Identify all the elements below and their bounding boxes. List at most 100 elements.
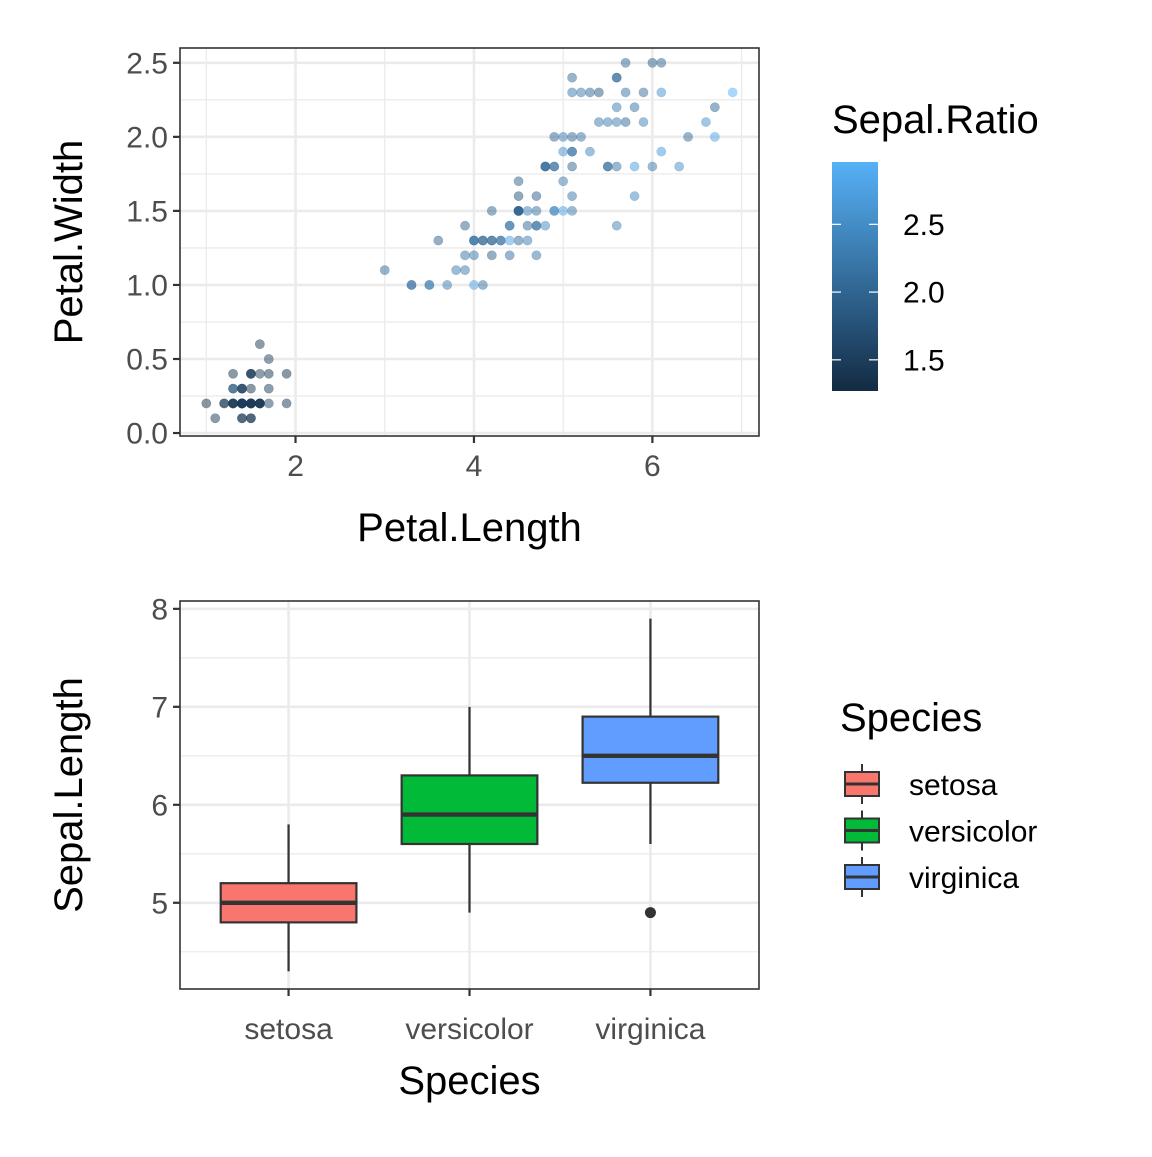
scatter-y-tick-label: 1.5 bbox=[126, 195, 168, 228]
scatter-point bbox=[406, 280, 417, 290]
species-legend-label: versicolor bbox=[909, 816, 1037, 849]
scatter-point bbox=[567, 205, 577, 216]
scatter-panel-border bbox=[179, 47, 760, 437]
scatter-point bbox=[567, 146, 577, 157]
box-versicolor bbox=[400, 706, 539, 913]
scatter-point bbox=[549, 131, 560, 142]
boxplot-x-tick-label: versicolor bbox=[405, 1013, 533, 1046]
scatter-point bbox=[263, 383, 274, 394]
scatter-y-tick-label: 1.0 bbox=[126, 269, 168, 302]
scatter-y-tick-label: 0.5 bbox=[126, 343, 168, 376]
scatter-point bbox=[531, 191, 542, 201]
scatter-x-tick-label: 6 bbox=[644, 450, 661, 483]
scatter-point bbox=[558, 176, 569, 187]
scatter-point bbox=[477, 235, 488, 246]
scatter-point bbox=[602, 117, 613, 127]
scatter-point bbox=[567, 72, 577, 83]
scatter-x-axis: 2 4 6 bbox=[287, 436, 661, 483]
scatter-point bbox=[647, 57, 658, 68]
box-body bbox=[400, 774, 539, 846]
scatter-point bbox=[281, 368, 292, 379]
scatter-point bbox=[593, 117, 604, 127]
scatter-point bbox=[593, 87, 604, 98]
scatter-point bbox=[228, 368, 238, 379]
scatter-point bbox=[531, 220, 542, 231]
scatter-point bbox=[549, 161, 560, 172]
scatter-x-axis-title: Petal.Length bbox=[357, 506, 582, 550]
boxplot-x-tick-label: virginica bbox=[595, 1013, 705, 1046]
scatter-point bbox=[451, 265, 462, 276]
scatter-point bbox=[656, 57, 667, 68]
species-legend-label: setosa bbox=[909, 769, 998, 802]
scatter-point bbox=[246, 383, 256, 394]
scatter-point bbox=[549, 205, 560, 216]
scatter-point bbox=[522, 235, 533, 246]
scatter-point bbox=[638, 87, 649, 98]
boxplot-y-axis: 5 6 7 8 bbox=[151, 593, 180, 920]
box-body bbox=[581, 715, 720, 784]
boxplot-y-tick-label: 8 bbox=[151, 593, 168, 626]
scatter-point bbox=[629, 102, 640, 113]
boxplot-x-axis-title: Species bbox=[398, 1059, 540, 1103]
scatter-point bbox=[246, 398, 256, 409]
boxplot-x-axis: setosa versicolor virginica bbox=[244, 989, 706, 1046]
scatter-point bbox=[611, 117, 622, 127]
scatter-points bbox=[201, 57, 738, 424]
scatter-point bbox=[281, 398, 292, 409]
scatter-point bbox=[558, 131, 569, 142]
scatter-point bbox=[602, 161, 613, 172]
scatter-point bbox=[576, 87, 586, 98]
scatter-point bbox=[254, 368, 265, 379]
scatter-y-axis-title: Petal.Width bbox=[47, 140, 91, 345]
colorbar-tick-label: 2.0 bbox=[903, 277, 945, 310]
scatter-point bbox=[683, 131, 693, 142]
scatter-point bbox=[469, 280, 479, 290]
scatter-point bbox=[540, 161, 551, 172]
scatter-point bbox=[576, 131, 586, 142]
scatter-point bbox=[540, 220, 551, 231]
box-virginica bbox=[581, 618, 720, 919]
scatter-point bbox=[504, 250, 515, 261]
scatter-point bbox=[585, 87, 595, 98]
scatter-point bbox=[219, 398, 230, 409]
boxplot-x-tick-label: setosa bbox=[244, 1013, 333, 1046]
scatter-point bbox=[709, 102, 720, 113]
scatter-point bbox=[254, 398, 265, 409]
boxplot-y-axis-title: Sepal.Length bbox=[47, 677, 91, 913]
scatter-point bbox=[656, 146, 667, 157]
scatter-point bbox=[611, 220, 622, 231]
scatter-point bbox=[469, 235, 479, 246]
species-legend: Species setosa versicolor virginica bbox=[840, 696, 1037, 897]
scatter-point bbox=[674, 161, 685, 172]
scatter-point bbox=[567, 131, 577, 142]
scatter-point bbox=[460, 220, 470, 231]
scatter-point bbox=[585, 146, 595, 157]
scatter-point bbox=[558, 146, 569, 157]
scatter-point bbox=[504, 220, 515, 231]
scatter-point bbox=[486, 205, 497, 216]
box-setosa bbox=[219, 824, 358, 972]
scatter-point bbox=[254, 339, 265, 350]
color-legend: Sepal.Ratio 1.5 2.0 2.5 bbox=[832, 98, 1039, 391]
scatter-x-tick-label: 2 bbox=[287, 450, 304, 483]
scatter-point bbox=[620, 117, 631, 127]
scatter-point bbox=[531, 205, 542, 216]
box-outlier bbox=[644, 907, 656, 919]
scatter-point bbox=[469, 250, 479, 261]
scatter-y-tick-label: 0.0 bbox=[126, 418, 168, 451]
scatter-point bbox=[379, 265, 390, 276]
scatter-point bbox=[263, 398, 274, 409]
scatter-panel-background bbox=[180, 48, 759, 436]
species-legend-entries: setosa versicolor virginica bbox=[844, 764, 1037, 897]
species-legend-entry: versicolor bbox=[844, 810, 1037, 851]
scatter-point bbox=[567, 191, 577, 201]
boxplot-y-tick-label: 6 bbox=[151, 789, 168, 822]
scatter-point bbox=[611, 102, 622, 113]
color-legend-title: Sepal.Ratio bbox=[832, 98, 1039, 142]
scatter-point bbox=[558, 205, 569, 216]
scatter-point bbox=[567, 87, 577, 98]
scatter-point bbox=[424, 280, 435, 290]
boxplot-y-tick-label: 7 bbox=[151, 691, 168, 724]
